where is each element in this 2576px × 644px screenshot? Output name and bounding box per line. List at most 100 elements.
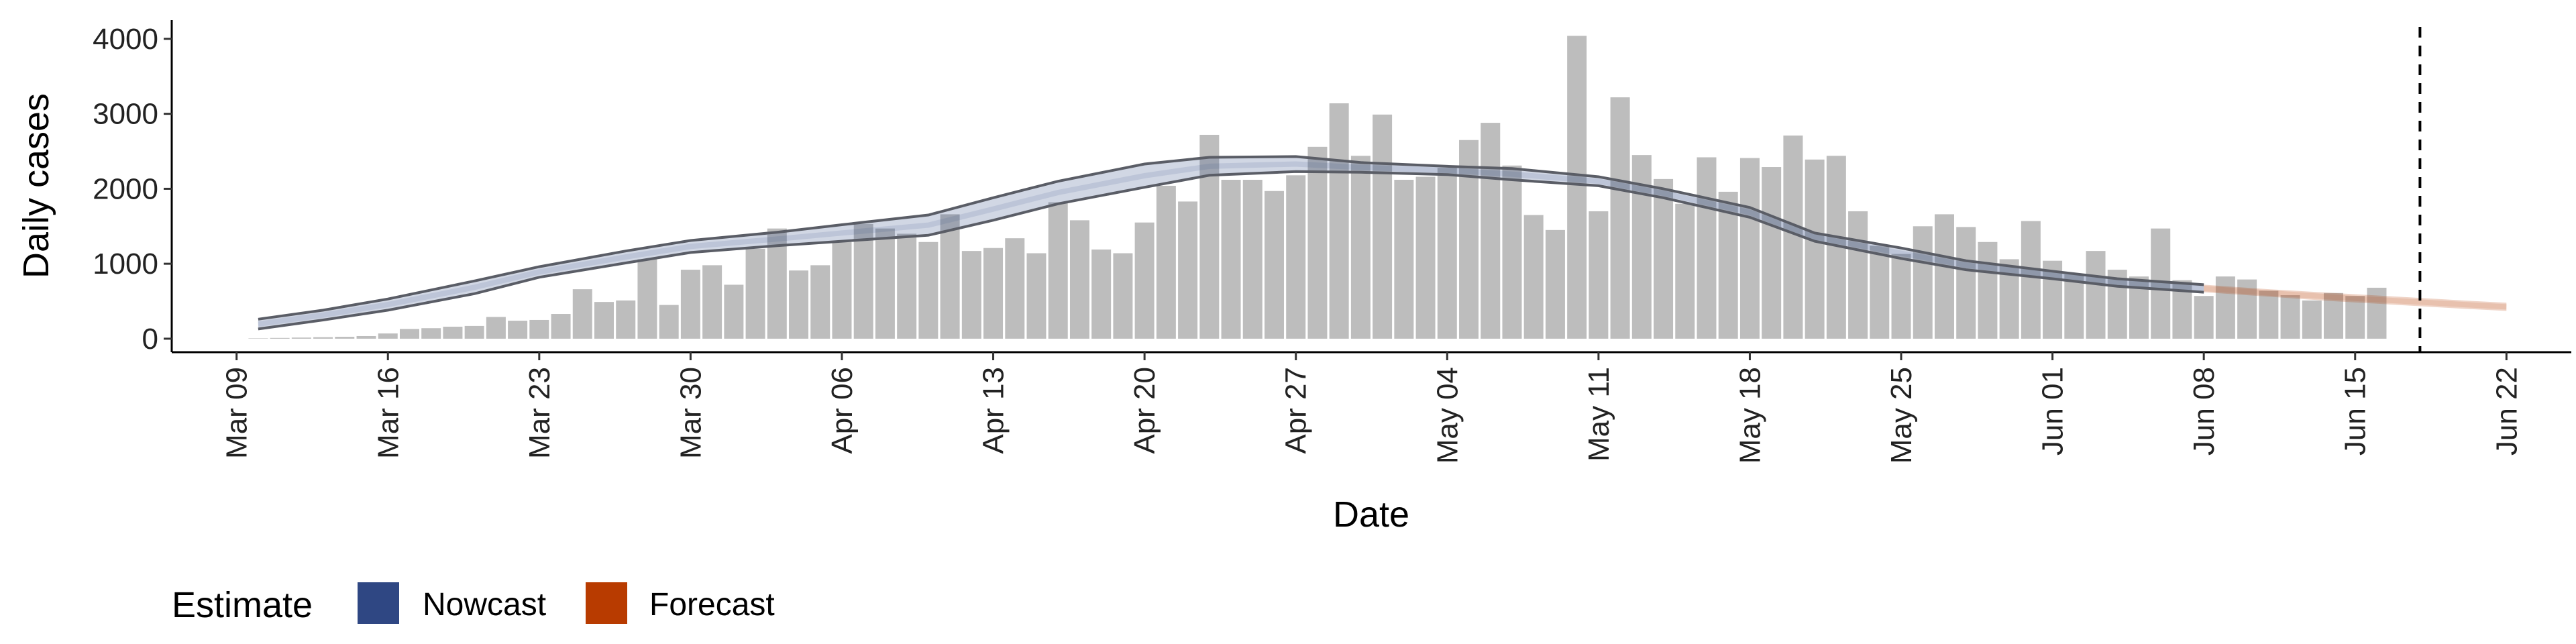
bar <box>1697 157 1717 339</box>
bar <box>853 223 873 339</box>
bar <box>1956 227 1976 339</box>
bars-layer <box>248 36 2387 339</box>
bar <box>1350 156 1371 339</box>
estimate-bands-layer <box>258 155 2507 331</box>
legend-label-nowcast: Nowcast <box>423 587 546 623</box>
bar <box>702 265 722 339</box>
x-axis-title: Date <box>1333 494 1409 535</box>
bar <box>1221 180 1241 339</box>
x-tick-label: Apr 06 <box>826 367 859 454</box>
bar <box>464 325 484 339</box>
bar <box>1199 134 1220 339</box>
bar <box>1329 103 1349 339</box>
bar <box>529 319 549 339</box>
bar <box>637 259 657 339</box>
bar <box>810 265 830 339</box>
x-tick-label: Apr 20 <box>1128 367 1161 454</box>
bar <box>1978 241 1998 339</box>
bar <box>1005 238 1025 339</box>
bar <box>680 270 700 339</box>
bar <box>745 248 765 339</box>
bar <box>1394 180 1414 339</box>
bar <box>421 328 441 339</box>
bar <box>335 337 355 339</box>
bar <box>2280 295 2300 339</box>
x-tick-label: May 18 <box>1733 367 1766 464</box>
bar <box>616 300 636 339</box>
bar <box>1437 168 1457 339</box>
x-tick-label: Mar 23 <box>523 367 556 459</box>
bar <box>291 337 311 339</box>
x-ticks: Mar 09 Mar 16 Mar 23 Mar 30 Apr 06 Apr 13 Apr … <box>221 352 2523 464</box>
bar <box>1134 222 1155 339</box>
bar <box>572 289 592 339</box>
bar <box>378 333 398 339</box>
bar <box>1307 146 1328 339</box>
bar <box>1870 246 1890 339</box>
y-tick-label: 1000 <box>93 248 158 280</box>
bar <box>1242 180 1263 339</box>
forecast-band <box>2204 284 2507 311</box>
bar <box>2043 260 2063 339</box>
bar <box>1567 36 1587 339</box>
bar <box>1739 158 1760 339</box>
bar <box>897 233 917 339</box>
bar <box>1654 178 1674 339</box>
x-tick-label: Mar 30 <box>674 367 707 459</box>
bar <box>313 337 333 339</box>
y-ticks: 0 1000 2000 3000 4000 <box>93 23 172 356</box>
bar <box>940 214 960 339</box>
bar <box>2302 300 2322 339</box>
bar <box>832 241 852 339</box>
bar <box>2237 279 2257 339</box>
bar <box>983 248 1004 339</box>
nowcast-upper-line <box>258 155 2204 321</box>
bar <box>2064 274 2084 339</box>
x-tick-label: Jun 22 <box>2490 367 2523 455</box>
x-tick-label: May 04 <box>1431 367 1464 464</box>
bar <box>1848 211 1868 339</box>
bar <box>1610 97 1630 339</box>
bar <box>1481 123 1501 339</box>
bar <box>659 305 679 339</box>
bar <box>2086 251 2106 339</box>
bar <box>724 284 744 339</box>
bar <box>1091 249 1112 339</box>
x-tick-label: Jun 15 <box>2339 367 2372 455</box>
bar <box>1069 220 1089 339</box>
y-tick-label: 2000 <box>93 172 158 205</box>
nowcast-lower-line <box>258 170 2204 331</box>
bar <box>486 317 506 339</box>
bar <box>1286 175 1306 339</box>
bar <box>1718 191 1738 339</box>
bar <box>1415 176 1436 339</box>
bar <box>508 321 528 339</box>
x-tick-label: Jun 01 <box>2037 367 2070 455</box>
forecast-median-line <box>2203 286 2507 310</box>
bar <box>1264 191 1284 339</box>
bar <box>1783 136 1803 339</box>
x-tick-label: May 25 <box>1885 367 1918 464</box>
y-tick-label: 4000 <box>93 23 158 56</box>
x-tick-label: Mar 09 <box>221 367 254 459</box>
bar <box>1026 253 1046 339</box>
bar <box>1048 202 1068 339</box>
bar <box>594 302 614 339</box>
bar <box>875 228 895 339</box>
bar <box>443 327 463 339</box>
legend-swatch-forecast <box>586 582 627 624</box>
bar <box>399 329 419 339</box>
bar <box>1113 253 1133 339</box>
bar <box>1502 165 1522 339</box>
bar <box>1934 214 1954 339</box>
y-tick-label: 0 <box>142 323 158 356</box>
bar <box>2324 292 2344 339</box>
bar <box>1373 114 1393 339</box>
bar <box>1459 140 1479 339</box>
bar <box>1913 226 1933 339</box>
x-tick-label: May 11 <box>1582 367 1615 462</box>
bar <box>270 337 290 339</box>
bar <box>248 338 268 339</box>
bar <box>1545 229 1565 339</box>
